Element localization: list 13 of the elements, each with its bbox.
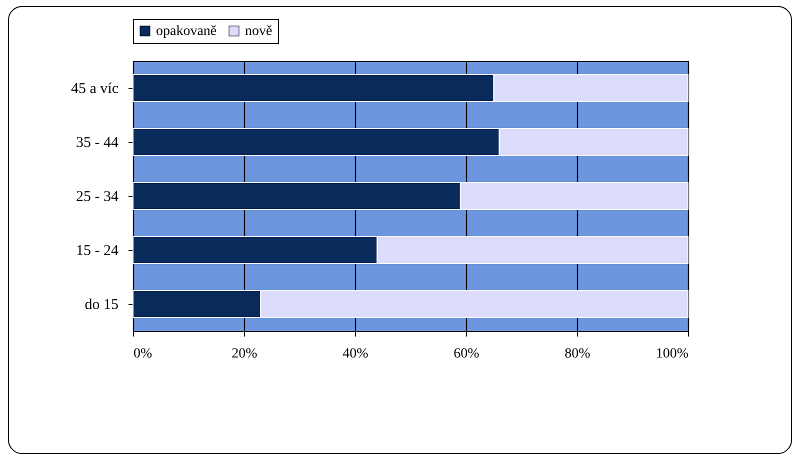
x-tick-label: 0% bbox=[134, 346, 152, 362]
y-tick-label: 45 a víc bbox=[71, 81, 119, 97]
y-tick-label: 35 - 44 bbox=[76, 135, 119, 151]
y-tick-label: 25 - 34 bbox=[76, 189, 119, 205]
y-tick-label: do 15 bbox=[84, 297, 118, 313]
legend-label: opakovaně bbox=[156, 24, 217, 39]
y-tick-label: 15 - 24 bbox=[76, 243, 119, 259]
x-tick-label: 80% bbox=[564, 346, 591, 362]
legend-label: nově bbox=[245, 24, 272, 39]
x-tick-label: 40% bbox=[342, 346, 369, 362]
x-tick-label: 60% bbox=[454, 346, 480, 362]
x-tick-label: 100% bbox=[656, 346, 689, 362]
x-tick-label: 20% bbox=[232, 346, 258, 362]
